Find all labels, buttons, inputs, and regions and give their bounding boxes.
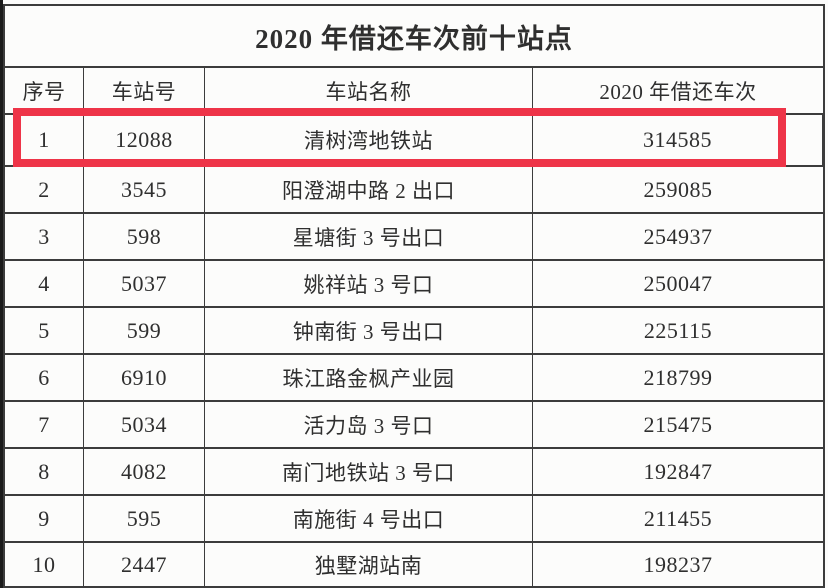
table-row: 10 2447 独墅湖站南 198237 [3,541,825,588]
station-id-cell: 12088 [84,115,205,165]
station-id-cell: 3545 [84,167,205,212]
station-id-cell: 595 [84,496,205,541]
station-name-cell: 清树湾地铁站 [205,115,533,165]
count-cell: 250047 [643,270,713,296]
rank-cell: 5 [5,308,84,353]
station-id-cell: 4082 [84,449,205,494]
station-name-cell: 南门地铁站 3 号口 [205,449,533,494]
table-row: 3 598 星塘街 3 号出口 254937 [3,212,825,259]
table-row: 1 12088 清树湾地铁站 314585 [3,108,825,167]
count-cell: 314585 [533,115,823,165]
station-name-cell: 活力岛 3 号口 [205,402,533,447]
station-name-cell: 姚祥站 3 号口 [205,261,533,306]
table-row: 5 599 钟南街 3 号出口 225115 [3,306,825,353]
count-cell: 198237 [643,551,713,577]
top-stations-table: 2020 年借还车次前十站点 序号 车站号 车站名称 2020 年借还车次 1 … [3,4,825,588]
station-name-cell: 珠江路金枫产业园 [205,355,533,400]
count-cell: 211455 [643,505,713,531]
rank-cell: 2 [5,167,84,212]
table-header-row: 序号 车站号 车站名称 2020 年借还车次 [3,66,825,113]
station-name-cell: 钟南街 3 号出口 [205,308,533,353]
station-id-cell: 5037 [84,261,205,306]
count-cell: 259085 [643,176,713,202]
header-station-id: 车站号 [84,68,205,113]
table-title: 2020 年借还车次前十站点 [255,23,573,54]
station-name-cell: 南施街 4 号出口 [205,496,533,541]
rank-cell: 10 [5,543,84,586]
rank-cell: 4 [5,261,84,306]
rank-cell: 3 [5,214,84,259]
count-cell: 254937 [643,223,713,249]
count-cell: 192847 [643,458,713,484]
station-id-cell: 599 [84,308,205,353]
table-row: 6 6910 珠江路金枫产业园 218799 [3,353,825,400]
header-rank: 序号 [5,68,84,113]
table-row: 7 5034 活力岛 3 号口 215475 [3,400,825,447]
rank-cell: 7 [5,402,84,447]
table-row: 8 4082 南门地铁站 3 号口 192847 [3,447,825,494]
count-cell: 225115 [643,317,713,343]
table-row: 9 595 南施街 4 号出口 211455 [3,494,825,541]
table-title-row: 2020 年借还车次前十站点 [3,4,825,66]
station-id-cell: 2447 [84,543,205,586]
count-cell: 218799 [643,364,713,390]
station-name-cell: 阳澄湖中路 2 出口 [205,167,533,212]
count-cell: 215475 [643,411,713,437]
rank-cell: 9 [5,496,84,541]
rank-cell: 6 [5,355,84,400]
rank-cell: 1 [5,115,84,165]
station-id-cell: 6910 [84,355,205,400]
header-count: 2020 年借还车次 [599,79,757,104]
table-row: 4 5037 姚祥站 3 号口 250047 [3,259,825,306]
rank-cell: 8 [5,449,84,494]
station-id-cell: 5034 [84,402,205,447]
station-name-cell: 独墅湖站南 [205,543,533,586]
station-id-cell: 598 [84,214,205,259]
station-name-cell: 星塘街 3 号出口 [205,214,533,259]
table-row: 2 3545 阳澄湖中路 2 出口 259085 [3,165,825,212]
table-body: 1 12088 清树湾地铁站 314585 2 3545 阳澄湖中路 2 出口 … [3,108,825,588]
header-station-name: 车站名称 [205,68,533,113]
left-edge-strip [0,0,3,588]
